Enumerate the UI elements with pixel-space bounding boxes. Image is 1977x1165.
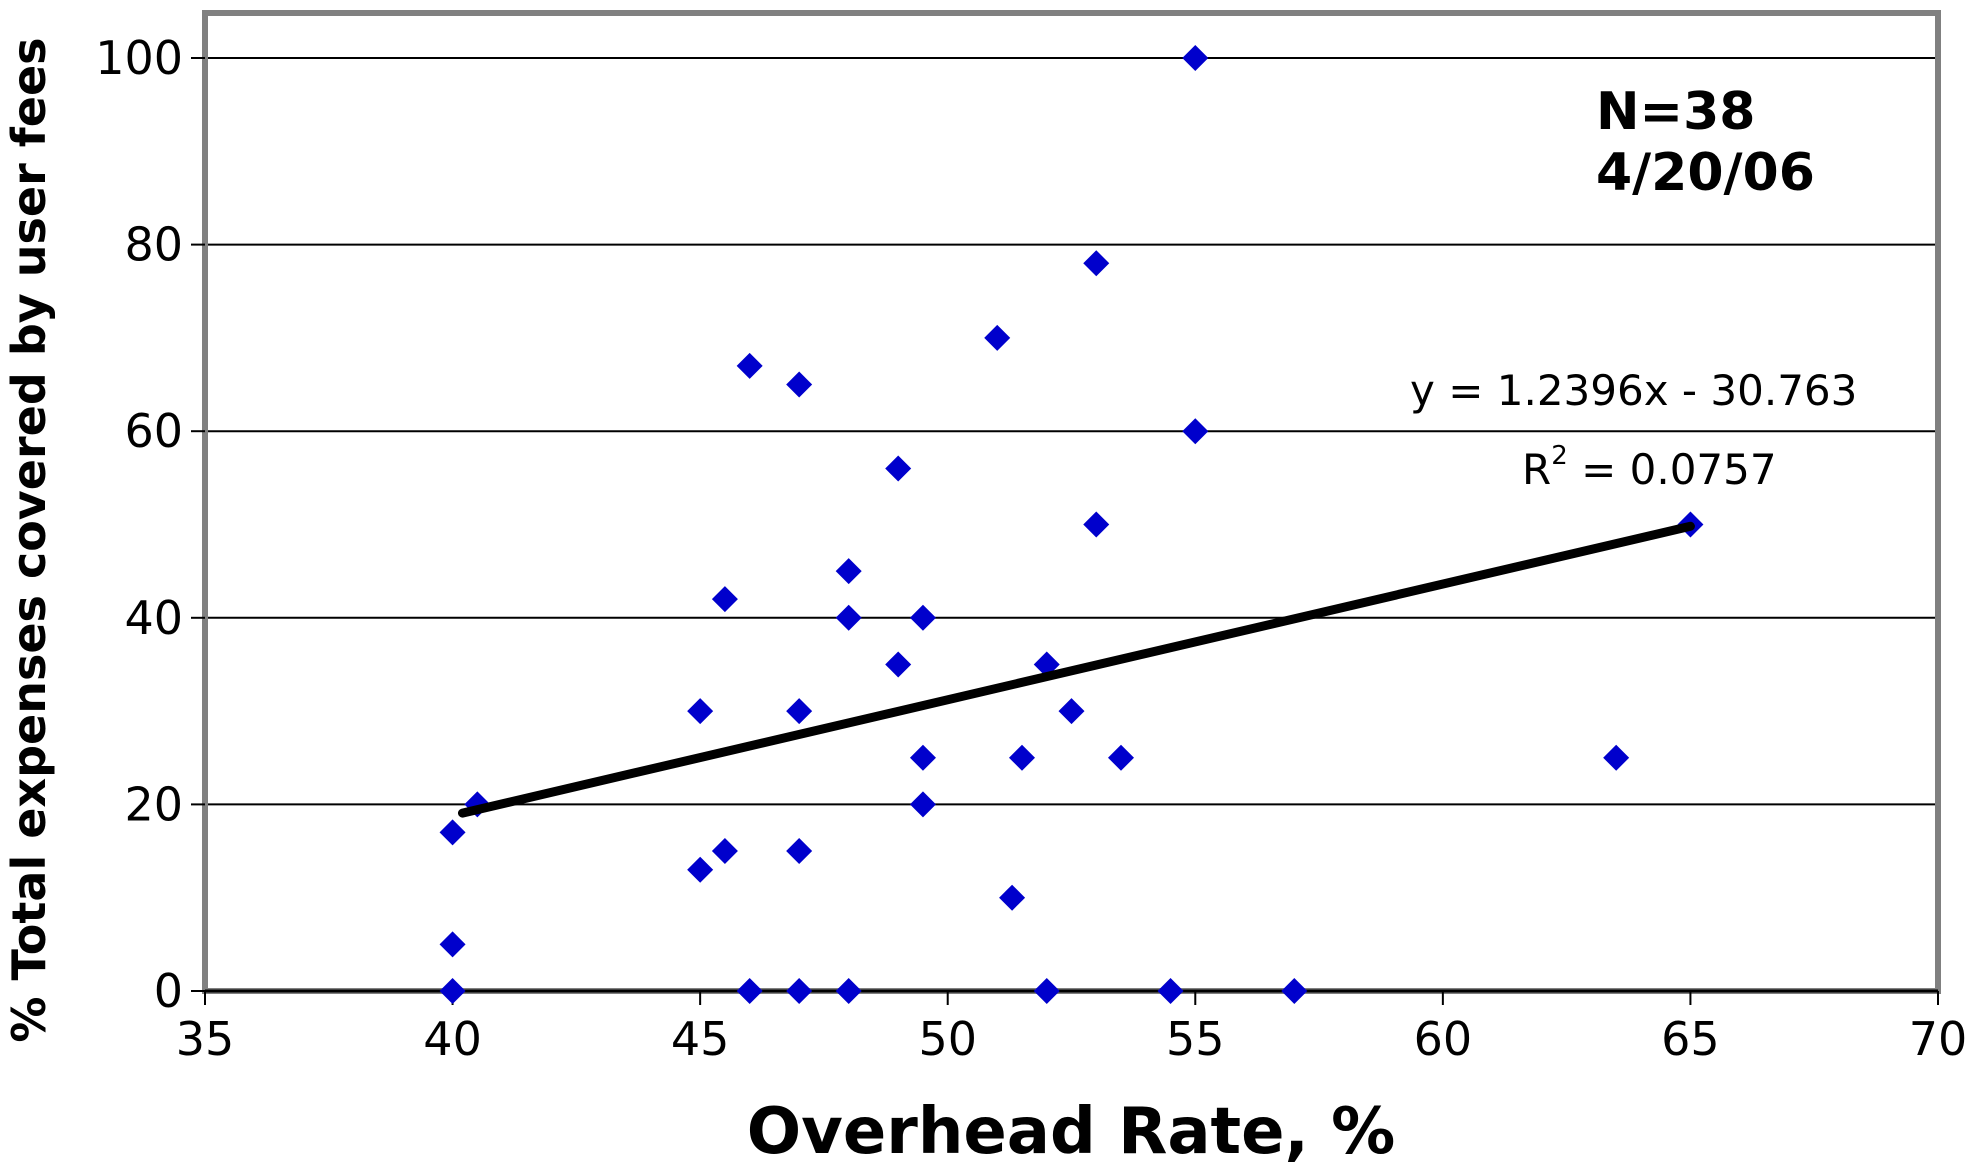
data-point — [439, 978, 466, 1004]
data-point — [885, 651, 912, 678]
data-point — [786, 371, 813, 398]
x-tick-label-35: 35 — [176, 1012, 235, 1066]
data-point — [687, 698, 714, 725]
data-point — [687, 856, 714, 883]
data-point — [1058, 698, 1085, 725]
y-tick-label-60: 60 — [124, 404, 183, 458]
y-axis-title: % Total expenses covered by user fees — [2, 37, 56, 1042]
y-tick-label-100: 100 — [95, 31, 183, 85]
data-points — [439, 45, 1704, 1004]
trendline — [457, 521, 1695, 818]
r-squared-prefix: R — [1522, 445, 1551, 494]
data-point — [439, 931, 466, 958]
y-tick-label-0: 0 — [154, 964, 183, 1018]
data-point — [909, 791, 936, 818]
y-tick-label-20: 20 — [124, 777, 183, 831]
data-point — [909, 604, 936, 631]
data-point — [711, 586, 738, 613]
x-axis-title: Overhead Rate, % — [747, 1095, 1396, 1165]
x-tick-label-70: 70 — [1909, 1012, 1968, 1066]
axes: 0 20 40 60 80 100 35 40 45 50 55 60 65 70 — [95, 31, 1967, 1066]
data-point — [786, 838, 813, 865]
r-squared-value: = 0.0757 — [1568, 445, 1777, 494]
x-tick-label-60: 60 — [1414, 1012, 1473, 1066]
data-point — [835, 558, 862, 585]
data-point — [1281, 978, 1308, 1004]
n-count-label: N=38 — [1596, 82, 1755, 142]
data-point — [1157, 978, 1184, 1004]
data-point — [711, 838, 738, 865]
trendline-equation: y = 1.2396x - 30.763 — [1410, 366, 1857, 415]
y-tick-label-80: 80 — [124, 218, 183, 272]
data-point — [736, 352, 763, 379]
data-point — [786, 698, 813, 725]
data-point — [1008, 744, 1035, 771]
data-point — [1033, 978, 1060, 1004]
data-point — [1603, 744, 1630, 771]
data-point — [835, 978, 862, 1004]
data-point — [984, 324, 1011, 351]
data-point — [1083, 511, 1110, 538]
data-point — [439, 819, 466, 846]
data-point — [999, 884, 1026, 911]
r-squared-superscript: 2 — [1551, 441, 1568, 471]
date-label: 4/20/06 — [1596, 143, 1815, 203]
r-squared-label: R2 = 0.0757 — [1522, 441, 1777, 494]
trendline-layer — [457, 521, 1695, 818]
data-point — [835, 604, 862, 631]
data-point — [786, 978, 813, 1004]
y-tick-label-40: 40 — [124, 591, 183, 645]
x-tick-label-65: 65 — [1661, 1012, 1720, 1066]
data-point — [1182, 418, 1209, 445]
data-point — [909, 744, 936, 771]
data-point — [736, 978, 763, 1004]
x-tick-label-40: 40 — [423, 1012, 482, 1066]
data-point — [1083, 250, 1110, 277]
data-point — [885, 455, 912, 482]
x-tick-label-50: 50 — [918, 1012, 977, 1066]
x-tick-label-45: 45 — [671, 1012, 730, 1066]
x-tick-label-55: 55 — [1166, 1012, 1225, 1066]
data-point — [1108, 744, 1135, 771]
data-point — [1182, 45, 1209, 71]
